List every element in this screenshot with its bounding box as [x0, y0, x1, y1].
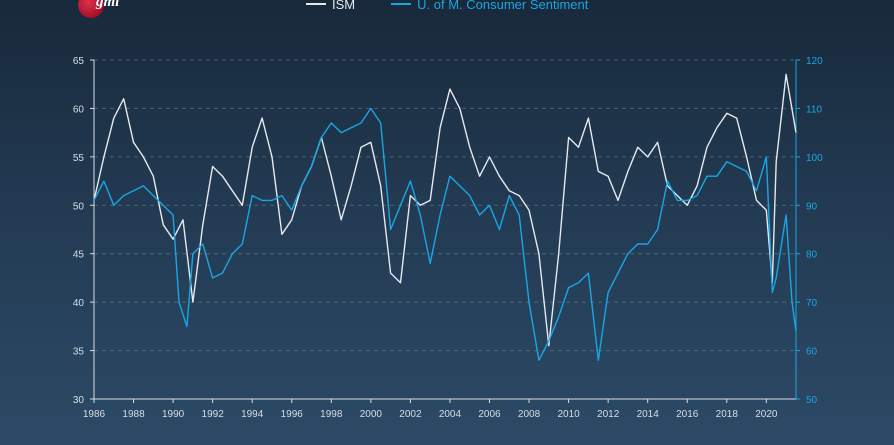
x-tick-label: 1990 [162, 409, 185, 420]
series-line-umich [93, 107, 797, 361]
legend-label-ism: ISM [332, 0, 356, 12]
x-tick-label: 1988 [122, 409, 145, 420]
x-tick-label: 1992 [202, 409, 225, 420]
x-tick-label: 1998 [320, 409, 343, 420]
x-tick-label: 2020 [755, 409, 778, 420]
x-tick-label: 2010 [557, 409, 580, 420]
legend-swatch-ism [306, 3, 326, 5]
right-tick-label: 50 [806, 395, 818, 406]
right-tick-label: 60 [806, 347, 818, 358]
x-tick-label: 1994 [241, 409, 264, 420]
logo-mark [78, 0, 104, 18]
x-tick-label: 2004 [439, 409, 462, 420]
legend-item-umich: U. of M. Consumer Sentiment [391, 0, 588, 12]
grid [94, 59, 796, 352]
x-tick-label: 2014 [637, 409, 660, 420]
right-tick-label: 70 [806, 298, 818, 309]
left-tick-label: 65 [73, 56, 85, 67]
left-tick-label: 50 [73, 201, 85, 212]
legend-swatch-umich [391, 3, 412, 5]
left-tick-label: 45 [73, 250, 85, 261]
x-tick-label: 2002 [399, 409, 422, 420]
x-tick-label: 2012 [597, 409, 620, 420]
left-tick-label: 60 [73, 104, 85, 115]
right-tick-label: 110 [806, 104, 822, 115]
axes [90, 59, 800, 403]
left-tick-label: 40 [73, 298, 85, 309]
left-tick-label: 30 [73, 395, 85, 406]
x-tick-label: 2000 [360, 409, 383, 420]
logo-text: gmi [96, 0, 120, 10]
series-line-ism [93, 73, 797, 347]
x-tick-label: 2018 [716, 409, 739, 420]
right-tick-label: 80 [806, 250, 818, 261]
tick-labels: 30 35 40 45 50 55 60 65 50 60 70 80 90 100 110 120 1986 1… [73, 56, 823, 420]
x-tick-label: 1996 [281, 409, 304, 420]
right-tick-label: 90 [806, 201, 818, 212]
left-tick-label: 35 [73, 347, 85, 358]
x-tick-label: 2008 [518, 409, 541, 420]
x-tick-label: 1986 [83, 409, 106, 420]
x-tick-label: 2006 [478, 409, 501, 420]
series-group [93, 73, 797, 361]
legend-item-ism: ISM [306, 0, 355, 12]
right-tick-label: 120 [806, 56, 823, 67]
left-tick-label: 55 [73, 153, 85, 164]
gmi-logo: gmi [78, 0, 138, 22]
legend-label-umich: U. of M. Consumer Sentiment [417, 0, 589, 12]
right-tick-label: 100 [806, 153, 823, 164]
x-tick-label: 2016 [676, 409, 699, 420]
chart-legend: ISM U. of M. Consumer Sentiment [306, 0, 588, 13]
